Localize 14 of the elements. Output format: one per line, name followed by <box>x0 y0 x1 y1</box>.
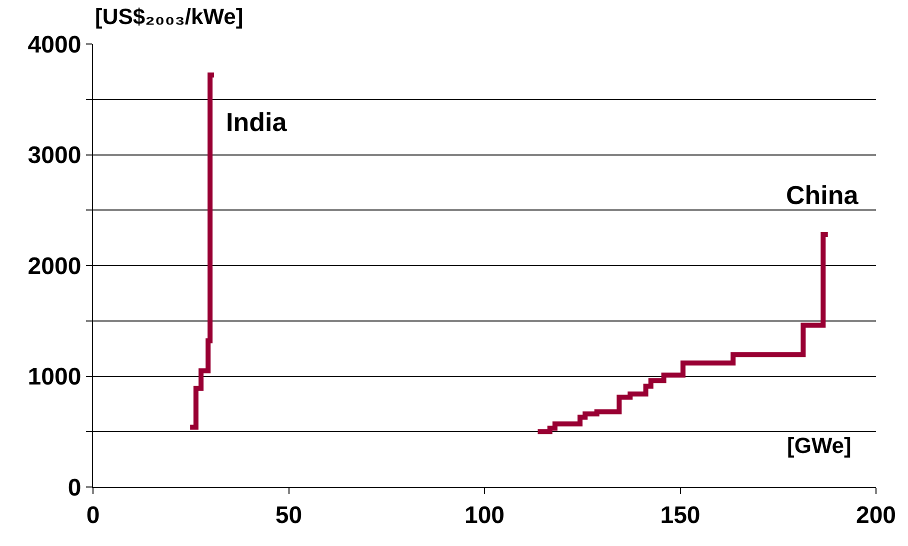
y-tick-label: 1000 <box>28 364 82 391</box>
y-tick-label: 4000 <box>28 31 82 58</box>
y-tick-label: 2000 <box>28 252 82 280</box>
y-tick-label: 3000 <box>28 142 82 170</box>
x-tick-label: 50 <box>275 502 302 529</box>
series-label: China <box>786 180 859 210</box>
y-tick-label: 0 <box>68 474 82 502</box>
x-tick-label: 0 <box>86 502 100 529</box>
series-label: India <box>226 107 288 137</box>
x-tick-label: 150 <box>660 502 700 529</box>
x-axis-title: [GWe] <box>787 433 852 458</box>
x-tick-label: 100 <box>464 502 505 529</box>
y-axis-title: [US$₂₀₀₃/kWe] <box>95 4 244 29</box>
x-tick-label: 200 <box>856 502 896 529</box>
